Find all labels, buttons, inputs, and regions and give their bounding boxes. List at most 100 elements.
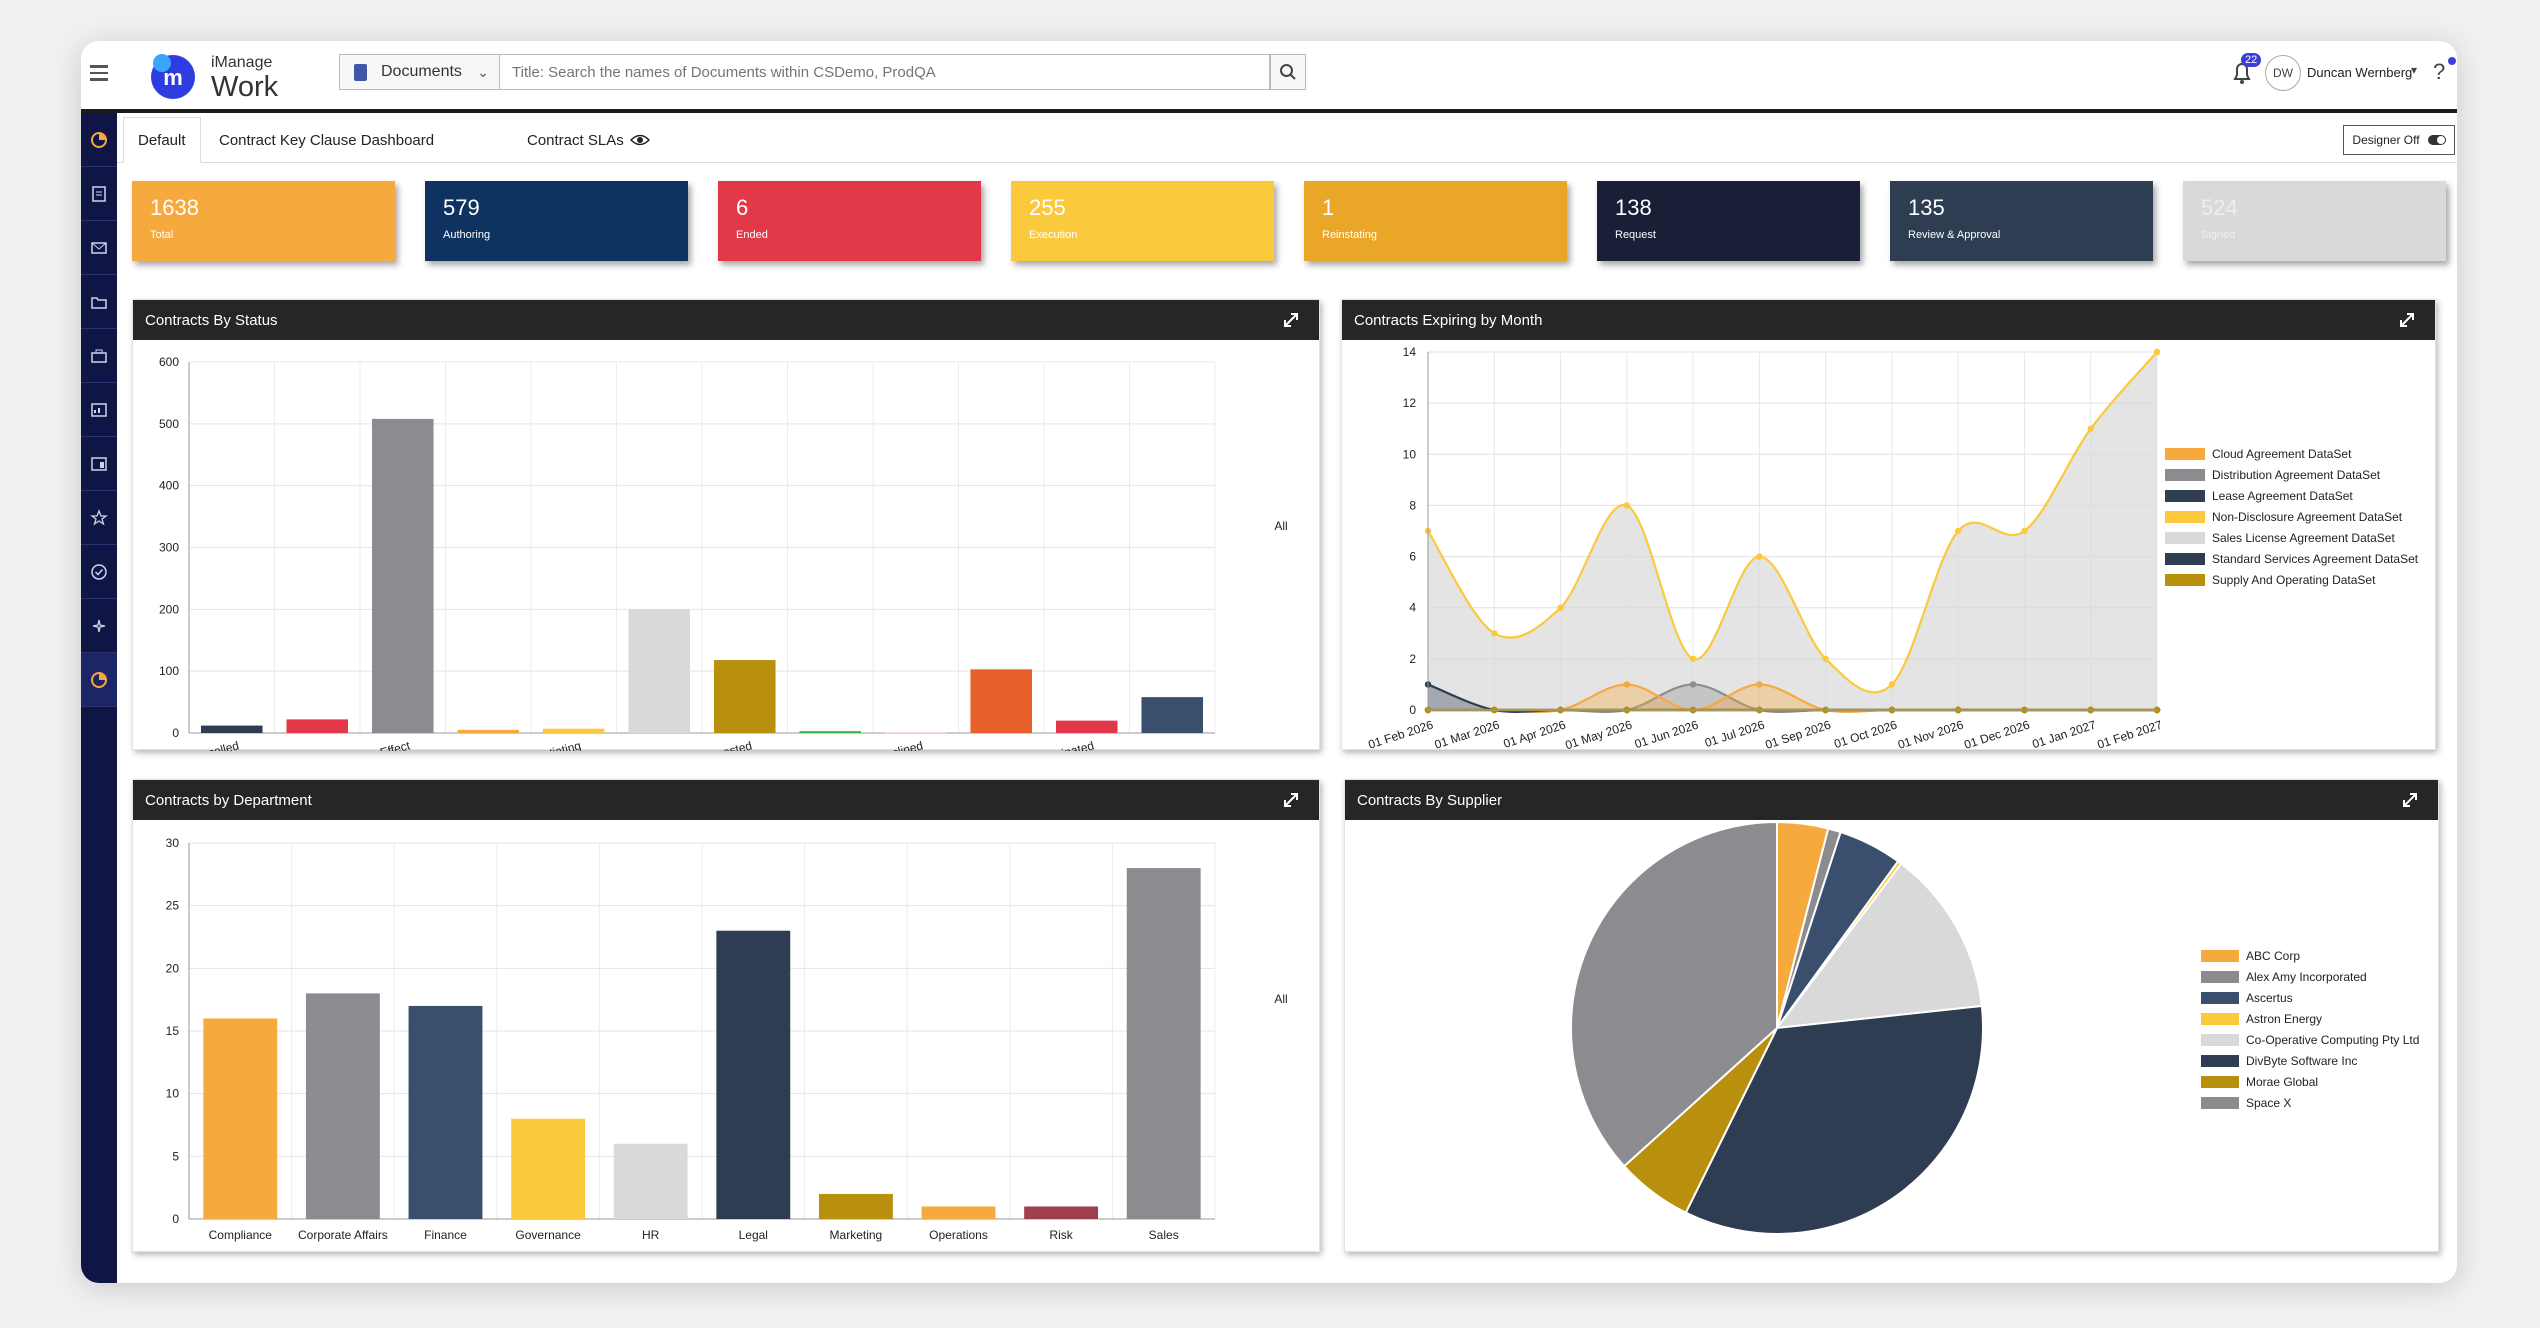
legend-swatch[interactable] (2201, 971, 2239, 983)
legend-label[interactable]: Standard Services Agreement DataSet (2212, 552, 2419, 566)
nav-folders-item[interactable] (81, 275, 117, 329)
bar-compliance[interactable] (203, 1018, 278, 1219)
data-point[interactable] (1888, 681, 1896, 688)
slice-co-operative-computing-pty-ltd[interactable] (1774, 862, 1983, 1030)
bar-in-effect-expiring-soon[interactable] (457, 729, 520, 733)
nav-reports-item[interactable] (81, 383, 117, 437)
kpi-tile-execution[interactable]: 255 Execution (1011, 181, 1274, 261)
legend-swatch[interactable] (2165, 532, 2205, 544)
tab-contract-key-clause-dashboard[interactable]: Contract Key Clause Dashboard (205, 117, 448, 163)
data-point[interactable] (2087, 425, 2094, 432)
user-name[interactable]: Duncan Wernberg (2307, 65, 2413, 80)
expand-icon[interactable] (1281, 790, 1301, 810)
bar-hr[interactable] (613, 1143, 688, 1219)
nav-insights-item[interactable] (81, 599, 117, 653)
nav-documents-item[interactable] (81, 167, 117, 221)
slice-space-x[interactable] (1570, 820, 1778, 1168)
legend-label[interactable]: Sales License Agreement DataSet (2212, 531, 2395, 545)
eye-icon[interactable] (629, 133, 650, 147)
legend-filter-all[interactable]: All (1274, 992, 1287, 1006)
kpi-tile-authoring[interactable]: 579 Authoring (425, 181, 688, 261)
legend-label[interactable]: Morae Global (2246, 1075, 2318, 1089)
help-icon[interactable]: ? (2433, 59, 2446, 84)
user-menu-chevron-icon[interactable]: ▾ (2411, 63, 2418, 77)
tab-contract-slas[interactable]: Contract SLAs (513, 117, 664, 163)
kpi-tile-total[interactable]: 1638 Total (132, 181, 395, 261)
data-point[interactable] (1756, 681, 1763, 688)
legend-label[interactable]: Cloud Agreement DataSet (2212, 447, 2352, 461)
legend-swatch[interactable] (2201, 1076, 2239, 1088)
expand-icon[interactable] (2397, 310, 2417, 330)
legend-label[interactable]: Supply And Operating DataSet (2212, 573, 2376, 587)
legend-swatch[interactable] (2165, 490, 2205, 502)
legend-label[interactable]: Astron Energy (2246, 1012, 2322, 1026)
legend-swatch[interactable] (2165, 448, 2205, 460)
bar-sales[interactable] (1126, 868, 1201, 1219)
bar-governance[interactable] (511, 1118, 586, 1219)
bar-review-approved[interactable] (799, 731, 862, 733)
data-point[interactable] (2021, 527, 2028, 535)
legend-label[interactable]: Co-Operative Computing Pty Ltd (2246, 1033, 2419, 1047)
legend-label[interactable]: DivByte Software Inc (2246, 1054, 2357, 1068)
legend-label[interactable]: Non-Disclosure Agreement DataSet (2212, 510, 2403, 524)
data-point[interactable] (1623, 681, 1631, 688)
bar-marketing[interactable] (818, 1193, 893, 1219)
bar-in-effect[interactable] (371, 418, 434, 733)
nav-contracts-item[interactable] (81, 653, 117, 707)
bar-negotiating[interactable] (542, 728, 605, 733)
bar-reviewing[interactable] (970, 669, 1033, 733)
bar-terminated[interactable] (1055, 720, 1118, 733)
legend-swatch[interactable] (2201, 1013, 2239, 1025)
nav-dashboard-item[interactable] (81, 113, 117, 167)
legend-label[interactable]: Lease Agreement DataSet (2212, 489, 2353, 503)
legend-label[interactable]: Alex Amy Incorporated (2246, 970, 2367, 984)
legend-swatch[interactable] (2201, 950, 2239, 962)
nav-tasks-item[interactable] (81, 545, 117, 599)
legend-swatch[interactable] (2165, 511, 2205, 523)
data-point[interactable] (1557, 604, 1564, 611)
search-input[interactable] (499, 54, 1270, 90)
bar-operations[interactable] (921, 1206, 996, 1219)
data-point[interactable] (1623, 502, 1631, 509)
legend-swatch[interactable] (2165, 469, 2205, 481)
designer-toggle-button[interactable]: Designer Off (2343, 125, 2455, 155)
data-point[interactable] (1491, 630, 1498, 637)
legend-label[interactable]: Ascertus (2246, 991, 2293, 1005)
expand-icon[interactable] (1281, 310, 1301, 330)
bar-finance[interactable] (408, 1005, 483, 1219)
legend-swatch[interactable] (2201, 1034, 2239, 1046)
legend-swatch[interactable] (2165, 553, 2205, 565)
expand-icon[interactable] (2400, 790, 2420, 810)
series-non-disclosure-agreement-dataset[interactable] (1424, 348, 2161, 710)
data-point[interactable] (1756, 553, 1763, 560)
kpi-tile-request[interactable]: 138 Request (1597, 181, 1860, 261)
legend-label[interactable]: Distribution Agreement DataSet (2212, 468, 2381, 482)
data-point[interactable] (1689, 655, 1697, 663)
legend-filter-all[interactable]: All (1274, 519, 1287, 533)
bar-review-declined[interactable] (884, 732, 947, 734)
search-scope-select[interactable]: Documents ⌄ (339, 54, 499, 90)
bar-risk[interactable] (1024, 1206, 1099, 1219)
legend-label[interactable]: Space X (2246, 1096, 2291, 1110)
search-button[interactable] (1270, 54, 1306, 90)
bar-requested[interactable] (713, 660, 776, 733)
bar-legal[interactable] (716, 930, 791, 1219)
kpi-tile-signed[interactable]: 524 Signed (2183, 181, 2446, 261)
legend-swatch[interactable] (2165, 574, 2205, 586)
legend-swatch[interactable] (2201, 1097, 2239, 1109)
menu-icon[interactable] (85, 61, 113, 89)
data-point[interactable] (1822, 655, 1829, 663)
legend-swatch[interactable] (2201, 992, 2239, 1004)
bar-waiting-for-signatures[interactable] (1141, 697, 1204, 733)
legend-swatch[interactable] (2201, 1055, 2239, 1067)
data-point[interactable] (1689, 681, 1697, 688)
nav-favorites-item[interactable] (81, 491, 117, 545)
bar-ready-for-signing[interactable] (628, 609, 691, 733)
kpi-tile-review-approval[interactable]: 135 Review & Approval (1890, 181, 2153, 261)
kpi-tile-reinstating[interactable]: 1 Reinstating (1304, 181, 1567, 261)
bar-expired[interactable] (286, 719, 349, 733)
data-point[interactable] (2153, 348, 2161, 356)
avatar[interactable]: DW (2265, 55, 2301, 91)
data-point[interactable] (1954, 527, 1962, 535)
notifications-button[interactable]: 22 (2227, 53, 2262, 91)
